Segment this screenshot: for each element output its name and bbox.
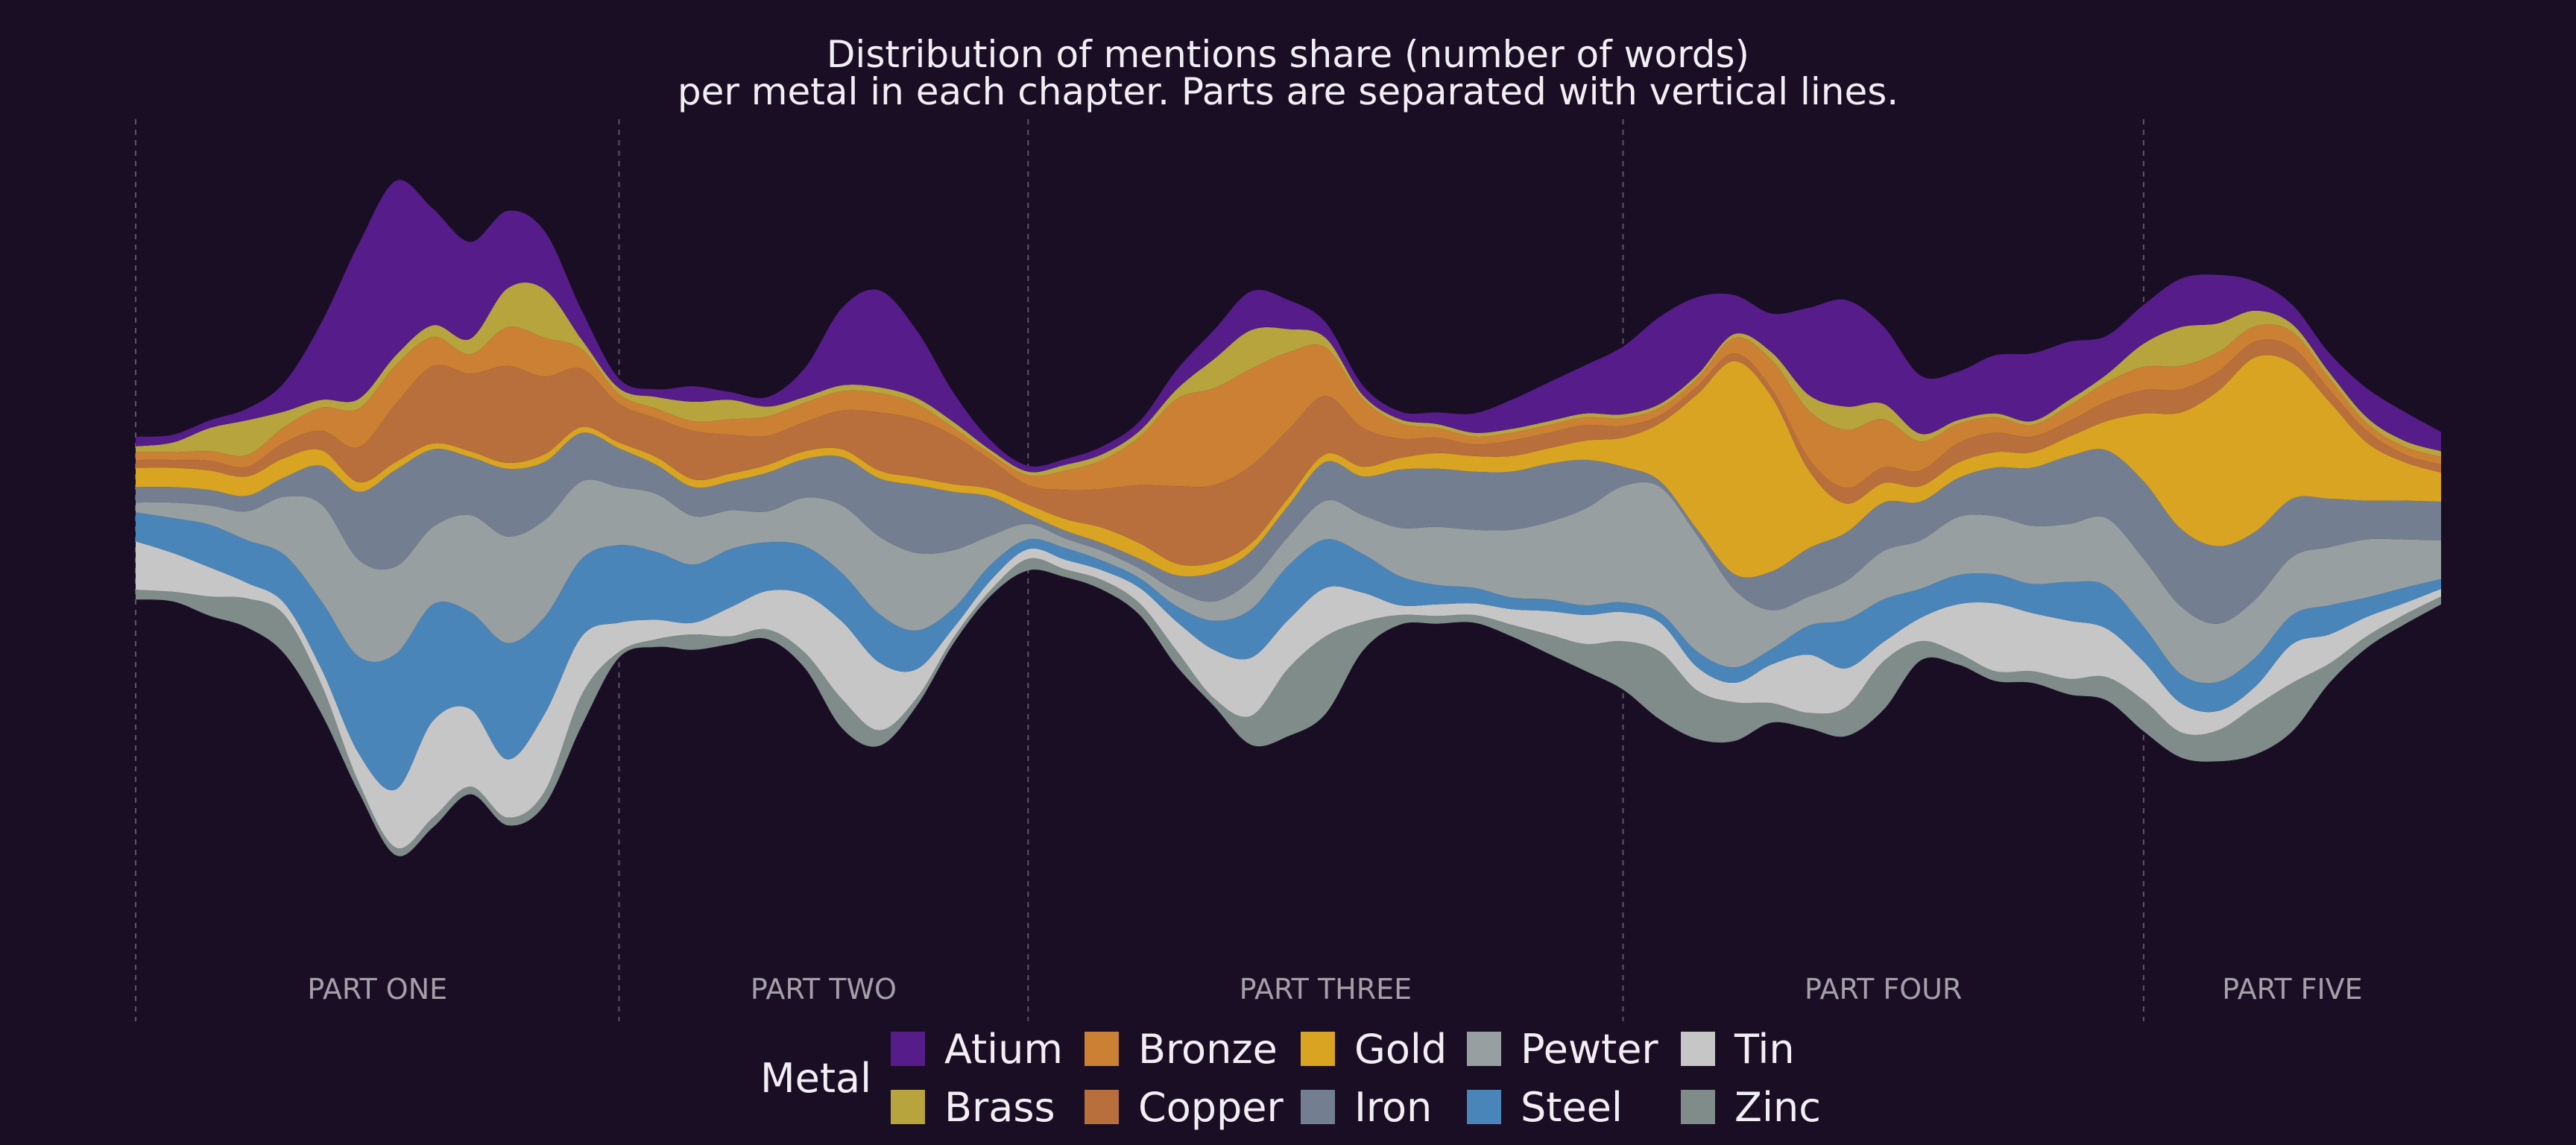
legend-title: Metal [760,1055,871,1102]
legend-swatch-steel [1467,1090,1501,1124]
stream-tin [136,541,2441,849]
legend-label-iron: Iron [1354,1084,1432,1131]
stream-iron [136,432,2441,624]
chart-title-line-2: per metal in each chapter. Parts are sep… [678,70,1898,113]
stream-copper [136,339,2441,566]
chart-title-line-1: Distribution of mentions share (number o… [827,33,1749,76]
part-label-4: PART FOUR [1805,973,1962,1006]
stream-gold [136,355,2441,578]
part-label-2: PART TWO [751,973,897,1006]
legend-swatch-pewter [1467,1032,1501,1066]
part-label-1: PART ONE [307,973,447,1006]
legend-label-gold: Gold [1354,1026,1447,1073]
stream-pewter [136,479,2441,684]
legend-label-bronze: Bronze [1138,1026,1278,1073]
legend: Metal Atium Brass Bronze Copper Gold Iron Pewt… [760,1026,1821,1131]
part-labels: PART ONE PART TWO PART THREE PART FOUR PART … [307,973,2362,1006]
legend-label-tin: Tin [1734,1026,1795,1073]
legend-swatch-atium [891,1032,925,1066]
stream-bronze [136,324,2441,491]
stream-steel [136,512,2441,791]
legend-label-pewter: Pewter [1521,1026,1658,1073]
part-label-5: PART FIVE [2222,973,2362,1006]
legend-swatch-copper [1085,1090,1119,1124]
part-label-3: PART THREE [1240,973,1412,1006]
legend-swatch-zinc [1681,1090,1715,1124]
legend-label-atium: Atium [944,1026,1063,1073]
legend-swatch-tin [1681,1032,1715,1066]
legend-swatch-gold [1301,1032,1335,1066]
legend-label-zinc: Zinc [1734,1084,1821,1131]
stream-zinc [136,558,2441,857]
legend-label-copper: Copper [1138,1084,1284,1131]
legend-swatch-brass [891,1090,925,1124]
legend-label-steel: Steel [1521,1084,1623,1131]
legend-swatch-bronze [1085,1032,1119,1066]
legend-swatch-iron [1301,1090,1335,1124]
stream-atium [136,180,2441,473]
legend-label-brass: Brass [944,1084,1055,1131]
stream-layers [136,180,2441,857]
